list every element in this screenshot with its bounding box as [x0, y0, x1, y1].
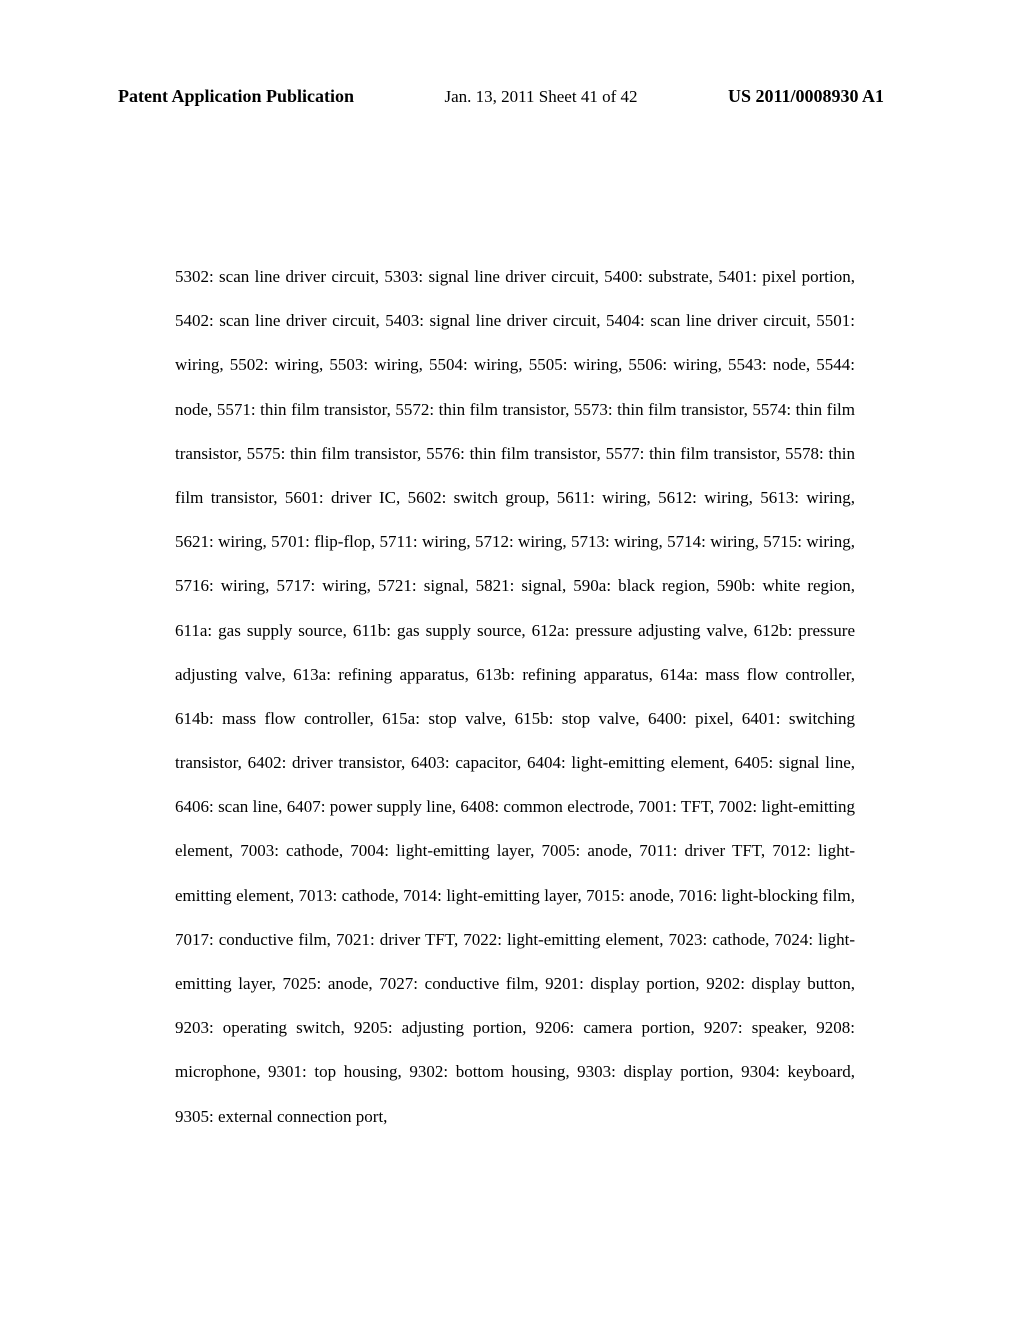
reference-numerals-list: 5302: scan line driver circuit, 5303: si…: [175, 255, 855, 1139]
page-header: Patent Application Publication Jan. 13, …: [0, 86, 1024, 107]
header-publication-number: US 2011/0008930 A1: [728, 86, 884, 107]
header-date-sheet: Jan. 13, 2011 Sheet 41 of 42: [445, 87, 638, 107]
header-publication-title: Patent Application Publication: [118, 86, 354, 107]
